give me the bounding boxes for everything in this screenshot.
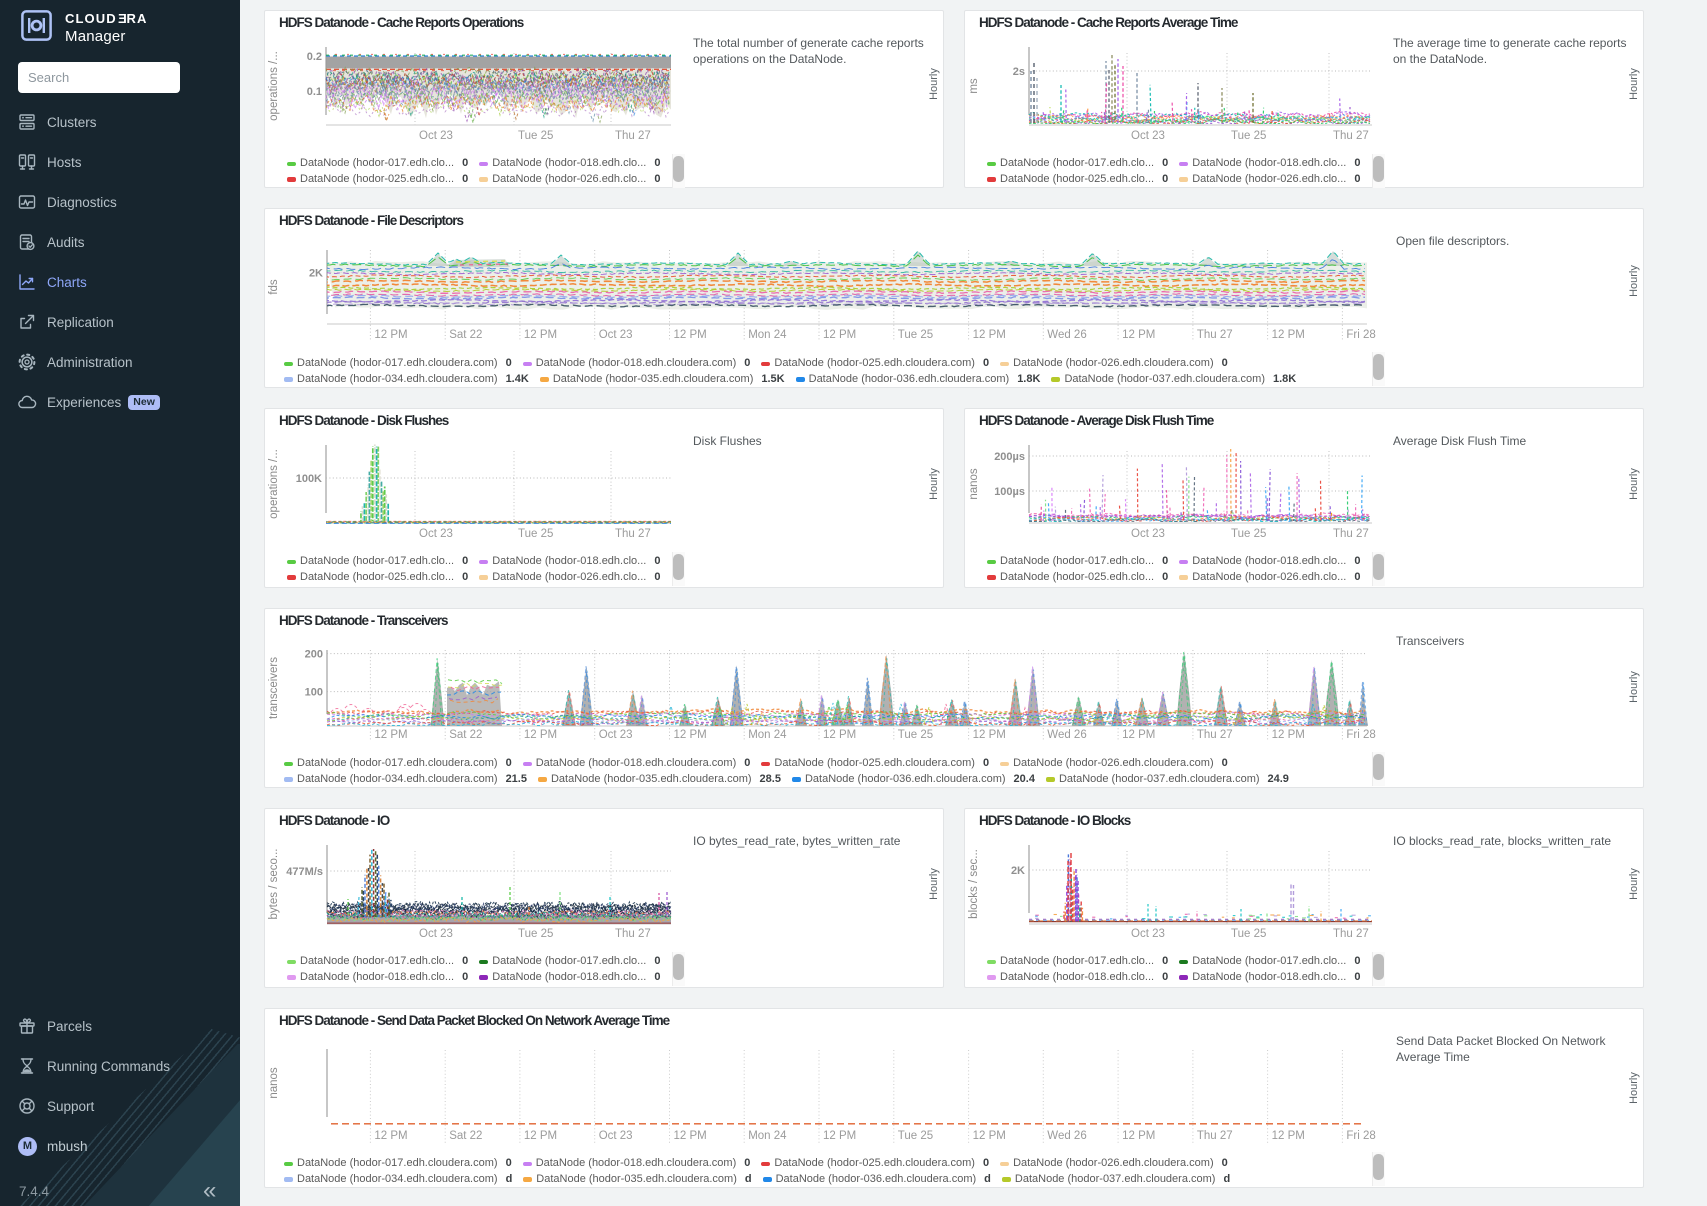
svg-text:12 PM: 12 PM: [1272, 1130, 1305, 1142]
svg-text:12 PM: 12 PM: [1272, 329, 1305, 341]
svg-text:12 PM: 12 PM: [374, 1130, 407, 1142]
svg-text:Oct 23: Oct 23: [419, 528, 453, 540]
svg-text:12 PM: 12 PM: [1122, 1130, 1155, 1142]
svg-text:Fri 28: Fri 28: [1346, 729, 1375, 741]
svg-text:Thu 27: Thu 27: [615, 528, 651, 540]
svg-text:Thu 27: Thu 27: [1197, 329, 1233, 341]
svg-text:12 PM: 12 PM: [524, 329, 557, 341]
svg-text:12 PM: 12 PM: [524, 729, 557, 741]
svg-text:12 PM: 12 PM: [674, 1130, 707, 1142]
svg-text:200: 200: [305, 649, 323, 661]
svg-text:2s: 2s: [1013, 66, 1025, 78]
svg-text:100µs: 100µs: [994, 486, 1025, 498]
svg-text:Tue 25: Tue 25: [1231, 528, 1266, 540]
svg-text:0.2: 0.2: [307, 51, 322, 63]
svg-text:12 PM: 12 PM: [973, 729, 1006, 741]
svg-text:Oct 23: Oct 23: [1131, 928, 1165, 940]
svg-text:Tue 25: Tue 25: [518, 928, 553, 940]
svg-text:Tue 25: Tue 25: [898, 329, 933, 341]
svg-text:12 PM: 12 PM: [823, 729, 856, 741]
svg-text:nanos: nanos: [968, 468, 980, 500]
svg-text:200µs: 200µs: [994, 451, 1025, 463]
svg-text:100K: 100K: [296, 473, 322, 485]
svg-text:operations /...: operations /...: [268, 449, 280, 519]
svg-text:12 PM: 12 PM: [524, 1130, 557, 1142]
svg-text:0.1: 0.1: [307, 86, 322, 98]
svg-text:Thu 27: Thu 27: [1197, 1130, 1233, 1142]
svg-text:Oct 23: Oct 23: [419, 130, 453, 142]
svg-text:2K: 2K: [309, 267, 323, 279]
svg-text:Thu 27: Thu 27: [1333, 928, 1369, 940]
svg-text:bytes / seco...: bytes / seco...: [268, 849, 280, 920]
svg-text:Tue 25: Tue 25: [898, 1130, 933, 1142]
svg-text:ms: ms: [968, 78, 980, 94]
svg-text:477M/s: 477M/s: [286, 866, 323, 878]
svg-text:Fri 28: Fri 28: [1346, 1130, 1375, 1142]
svg-text:Oct 23: Oct 23: [599, 329, 633, 341]
svg-text:operations /...: operations /...: [268, 51, 280, 121]
svg-text:12 PM: 12 PM: [374, 329, 407, 341]
svg-text:transceivers: transceivers: [268, 657, 280, 719]
svg-text:12 PM: 12 PM: [823, 329, 856, 341]
svg-text:12 PM: 12 PM: [973, 329, 1006, 341]
svg-text:Oct 23: Oct 23: [599, 1130, 633, 1142]
svg-text:Tue 25: Tue 25: [898, 729, 933, 741]
svg-text:Sat 22: Sat 22: [449, 329, 482, 341]
svg-text:fds: fds: [268, 279, 280, 295]
svg-text:Oct 23: Oct 23: [1131, 528, 1165, 540]
svg-text:12 PM: 12 PM: [823, 1130, 856, 1142]
svg-text:Fri 28: Fri 28: [1346, 329, 1375, 341]
svg-text:Thu 27: Thu 27: [1333, 130, 1369, 142]
svg-text:Tue 25: Tue 25: [1231, 130, 1266, 142]
svg-text:Mon 24: Mon 24: [748, 329, 787, 341]
svg-text:Wed 26: Wed 26: [1047, 329, 1086, 341]
svg-text:Oct 23: Oct 23: [599, 729, 633, 741]
svg-text:2K: 2K: [1011, 865, 1025, 877]
svg-text:Thu 27: Thu 27: [1197, 729, 1233, 741]
svg-text:Sat 22: Sat 22: [449, 729, 482, 741]
svg-text:Oct 23: Oct 23: [1131, 130, 1165, 142]
svg-text:blocks / sec...: blocks / sec...: [968, 849, 980, 919]
svg-text:Tue 25: Tue 25: [518, 528, 553, 540]
svg-text:12 PM: 12 PM: [674, 329, 707, 341]
svg-text:Tue 25: Tue 25: [1231, 928, 1266, 940]
svg-text:12 PM: 12 PM: [374, 729, 407, 741]
svg-text:Sat 22: Sat 22: [449, 1130, 482, 1142]
svg-text:Mon 24: Mon 24: [748, 1130, 787, 1142]
svg-text:Thu 27: Thu 27: [615, 928, 651, 940]
svg-text:Mon 24: Mon 24: [748, 729, 787, 741]
svg-text:Thu 27: Thu 27: [1333, 528, 1369, 540]
svg-text:12 PM: 12 PM: [674, 729, 707, 741]
svg-text:Wed 26: Wed 26: [1047, 729, 1086, 741]
svg-text:Wed 26: Wed 26: [1047, 1130, 1086, 1142]
svg-text:12 PM: 12 PM: [1122, 329, 1155, 341]
svg-text:Oct 23: Oct 23: [419, 928, 453, 940]
svg-text:12 PM: 12 PM: [1122, 729, 1155, 741]
svg-text:12 PM: 12 PM: [1272, 729, 1305, 741]
svg-text:Thu 27: Thu 27: [615, 130, 651, 142]
svg-text:100: 100: [305, 687, 323, 699]
svg-text:nanos: nanos: [268, 1067, 280, 1099]
svg-text:12 PM: 12 PM: [973, 1130, 1006, 1142]
svg-text:Tue 25: Tue 25: [518, 130, 553, 142]
